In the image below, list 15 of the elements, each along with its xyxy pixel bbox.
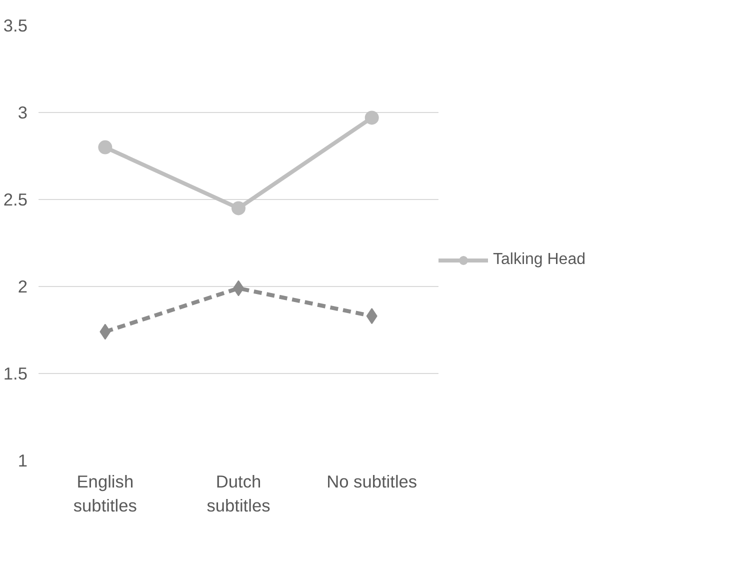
category-label: Dutch	[216, 472, 262, 492]
y-tick-label: 2	[18, 276, 28, 296]
y-tick-label: 1.5	[3, 364, 28, 384]
legend-label: Talking Head	[493, 251, 586, 269]
category-label: English	[76, 472, 134, 492]
y-tick-label: 3	[18, 102, 28, 122]
point	[364, 110, 379, 125]
category-label: subtitles	[73, 496, 137, 516]
y-tick-label: 3.5	[3, 16, 28, 36]
category-label: subtitles	[206, 496, 270, 516]
point	[98, 140, 112, 154]
y-tick-label: 1	[18, 450, 28, 470]
point	[232, 201, 246, 216]
y-tick-label: 2.5	[3, 190, 28, 210]
category-label: No subtitles	[326, 472, 418, 492]
